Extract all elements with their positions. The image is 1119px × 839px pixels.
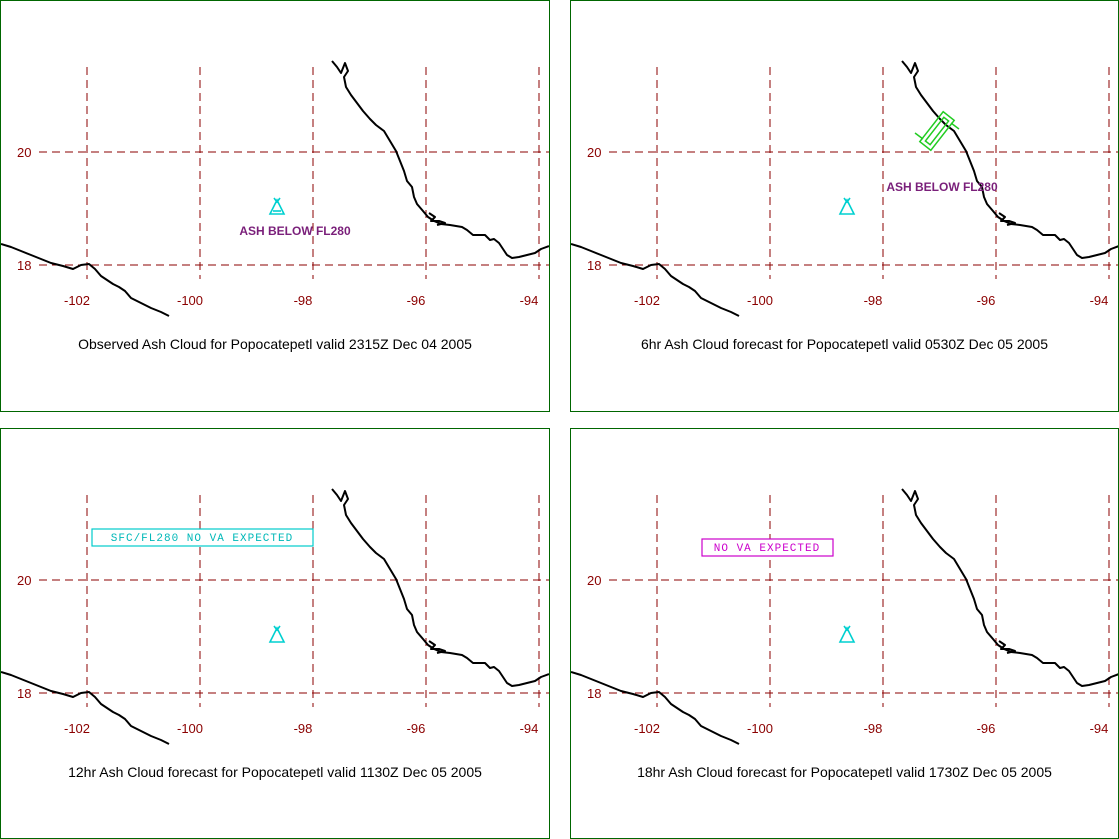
no-ash-box: NO VA EXPECTED <box>701 538 834 557</box>
lon-tick-label: -94 <box>520 293 539 308</box>
lon-tick-label: -96 <box>977 293 996 308</box>
lon-tick-label: -102 <box>634 721 660 736</box>
graticule <box>39 495 549 707</box>
map-panel-6hr: -102 -100 -98 -96 -94 20 18 ASH BELOW FL280 6hr … <box>570 0 1119 412</box>
lat-tick-label: 18 <box>17 258 31 273</box>
panel-caption: 18hr Ash Cloud forecast for Popocatepetl… <box>637 764 1052 780</box>
coastline <box>1 488 549 745</box>
lon-tick-label: -98 <box>864 721 883 736</box>
ash-cloud-outline <box>914 110 960 152</box>
lat-tick-label: 18 <box>587 258 601 273</box>
volcano-triangle-icon <box>838 197 856 215</box>
volcano-triangle-icon <box>268 625 286 643</box>
lon-tick-label: -100 <box>747 721 773 736</box>
ash-level-label: ASH BELOW FL280 <box>239 224 351 238</box>
lon-tick-label: -96 <box>977 721 996 736</box>
coastline <box>571 488 1118 745</box>
lat-tick-label: 20 <box>587 573 601 588</box>
map-canvas: -102 -100 -98 -96 -94 20 18 NO VA EXPECTED 18hr … <box>571 488 1118 780</box>
lon-tick-label: -100 <box>177 721 203 736</box>
lon-tick-label: -100 <box>747 293 773 308</box>
coastline <box>1 60 549 317</box>
map-panel-observed: -102 -100 -98 -96 -94 20 18 ASH BELOW FL280 Obse… <box>0 0 550 412</box>
lon-tick-label: -102 <box>64 293 90 308</box>
lon-tick-label: -98 <box>294 293 313 308</box>
lon-tick-label: -94 <box>520 721 539 736</box>
lat-tick-label: 18 <box>587 686 601 701</box>
no-ash-box: SFC/FL280 NO VA EXPECTED <box>91 528 314 547</box>
lat-tick-label: 20 <box>17 573 31 588</box>
graticule <box>39 67 549 279</box>
map-canvas: -102 -100 -98 -96 -94 20 18 ASH BELOW FL280 6hr … <box>571 60 1118 352</box>
lon-tick-label: -98 <box>864 293 883 308</box>
map-canvas: -102 -100 -98 -96 -94 20 18 SFC/FL280 NO VA EXP… <box>1 488 549 780</box>
coastline <box>571 60 1118 317</box>
lat-tick-label: 18 <box>17 686 31 701</box>
lon-tick-label: -96 <box>407 293 426 308</box>
panel-caption: 12hr Ash Cloud forecast for Popocatepetl… <box>68 764 482 780</box>
map-panel-18hr: -102 -100 -98 -96 -94 20 18 NO VA EXPECTED 18hr … <box>570 428 1119 839</box>
lon-tick-label: -100 <box>177 293 203 308</box>
map-panel-12hr: -102 -100 -98 -96 -94 20 18 SFC/FL280 NO VA EXP… <box>0 428 550 839</box>
lat-tick-label: 20 <box>587 145 601 160</box>
lon-tick-label: -94 <box>1090 721 1109 736</box>
graticule <box>609 495 1118 707</box>
lon-tick-label: -96 <box>407 721 426 736</box>
panel-caption: 6hr Ash Cloud forecast for Popocatepetl … <box>641 336 1048 352</box>
graticule <box>609 67 1118 279</box>
lon-tick-label: -102 <box>634 293 660 308</box>
lon-tick-label: -94 <box>1090 293 1109 308</box>
no-ash-label: SFC/FL280 NO VA EXPECTED <box>111 533 293 545</box>
lon-tick-label: -98 <box>294 721 313 736</box>
no-ash-label: NO VA EXPECTED <box>714 543 820 555</box>
lat-tick-label: 20 <box>17 145 31 160</box>
panel-caption: Observed Ash Cloud for Popocatepetl vali… <box>78 336 472 352</box>
volcano-triangle-icon <box>268 197 286 215</box>
ash-level-label: ASH BELOW FL280 <box>886 180 998 194</box>
map-canvas: -102 -100 -98 -96 -94 20 18 ASH BELOW FL280 Obse… <box>1 60 549 352</box>
lon-tick-label: -102 <box>64 721 90 736</box>
volcano-triangle-icon <box>838 625 856 643</box>
